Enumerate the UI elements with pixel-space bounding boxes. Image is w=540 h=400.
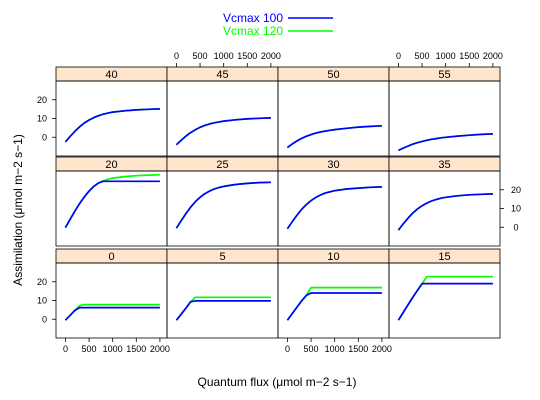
y-tick-label: 10: [37, 114, 47, 124]
y-tick-label: 0: [513, 222, 518, 232]
x-tick-label: 1500: [126, 344, 146, 354]
y-tick-label: 20: [37, 277, 47, 287]
panels: 0 5 10 15 20 25 30 35 40 45 50 55: [55, 66, 501, 339]
x-tick-label: 500: [415, 51, 430, 61]
panel-40: 40: [55, 66, 168, 157]
series-line: [175, 117, 271, 146]
series-line: [286, 186, 382, 230]
x-tick-label: 1500: [348, 344, 368, 354]
series-line: [286, 124, 382, 149]
series-line: [175, 181, 271, 229]
panel-30: 30: [277, 156, 390, 247]
series-line: [175, 300, 271, 321]
strip-label: 15: [438, 251, 450, 263]
strip-label: 20: [105, 159, 117, 171]
panel-frame: [388, 80, 501, 157]
panel-frame: [55, 170, 168, 247]
strip-label: 30: [327, 159, 339, 171]
strip-label: 45: [216, 69, 228, 81]
x-tick-label: 1000: [325, 344, 345, 354]
x-tick-label: 2000: [372, 344, 392, 354]
y-tick-label: 0: [42, 132, 47, 142]
panel-frame: [55, 80, 168, 157]
x-tick-label: 500: [82, 344, 97, 354]
series-line: [397, 193, 493, 231]
series-line: [398, 133, 493, 152]
x-tick-label: 2000: [483, 51, 503, 61]
series-line: [175, 181, 271, 229]
x-axis-title: Quantum flux (μmol m−2 s−1): [198, 375, 357, 389]
x-tick-label: 500: [193, 51, 208, 61]
panel-frame: [388, 262, 501, 339]
strip-label: 25: [216, 159, 228, 171]
series-line: [286, 186, 382, 230]
legend-label: Vcmax 100: [223, 11, 283, 25]
y-tick-label: 20: [511, 185, 521, 195]
x-tick-label: 0: [174, 51, 179, 61]
series-line: [64, 173, 160, 229]
strip-label: 5: [219, 251, 225, 263]
series-line: [397, 282, 493, 321]
y-tick-label: 20: [37, 95, 47, 105]
strip-label: 10: [327, 251, 339, 263]
panel-25: 25: [166, 156, 279, 247]
y-tick-label: 10: [37, 296, 47, 306]
panel-frame: [277, 170, 390, 247]
series-line: [64, 108, 160, 143]
x-tick-label: 1000: [436, 51, 456, 61]
panel-50: 50: [277, 66, 390, 157]
panel-frame: [277, 80, 390, 157]
strip-label: 55: [438, 69, 450, 81]
series-line: [286, 292, 382, 321]
panel-15: 15: [388, 248, 501, 339]
series-line: [64, 108, 160, 143]
strip-label: 0: [108, 251, 114, 263]
x-tick-label: 0: [63, 344, 68, 354]
panel-5: 5: [166, 248, 279, 339]
panel-10: 10: [277, 248, 390, 339]
panel-frame: [55, 262, 168, 339]
y-axis-title: Assimilation (μmol m−2 s−1): [11, 134, 25, 286]
panel-20: 20: [55, 156, 168, 247]
x-tick-label: 1000: [214, 51, 234, 61]
series-line: [397, 193, 493, 231]
panel-55: 55: [388, 66, 501, 157]
x-tick-label: 2000: [150, 344, 170, 354]
series-line: [64, 180, 160, 229]
x-tick-label: 1500: [459, 51, 479, 61]
y-tick-label: 10: [511, 204, 521, 214]
panel-45: 45: [166, 66, 279, 157]
panel-35: 35: [388, 156, 501, 247]
x-tick-label: 500: [304, 344, 319, 354]
strip-label: 35: [438, 159, 450, 171]
strip-label: 50: [327, 69, 339, 81]
panel-frame: [277, 262, 390, 339]
panel-0: 0: [55, 248, 168, 339]
legend-label: Vcmax 120: [223, 24, 283, 38]
panel-frame: [388, 170, 501, 247]
x-tick-label: 1500: [237, 51, 257, 61]
x-tick-label: 2000: [261, 51, 281, 61]
x-tick-label: 0: [396, 51, 401, 61]
strip-label: 40: [105, 69, 117, 81]
series-line: [64, 306, 160, 321]
x-tick-label: 1000: [103, 344, 123, 354]
series-line: [398, 133, 493, 152]
y-tick-label: 0: [42, 314, 47, 324]
x-tick-label: 0: [285, 344, 290, 354]
